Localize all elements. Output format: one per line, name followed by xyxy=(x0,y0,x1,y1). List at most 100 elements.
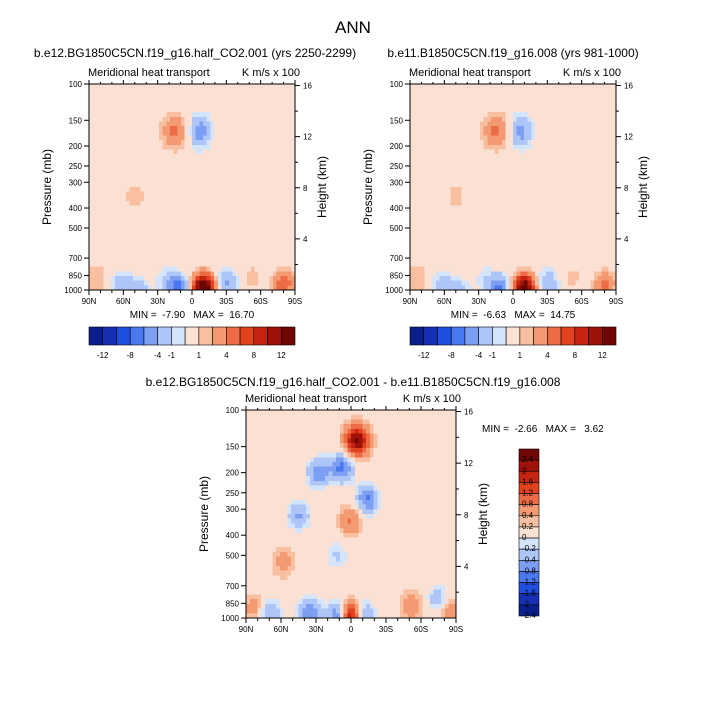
contour-cell xyxy=(228,224,233,230)
contour-cell xyxy=(254,112,259,118)
contour-cell xyxy=(291,144,296,150)
contour-cell xyxy=(203,266,208,272)
contour-cell xyxy=(601,233,606,239)
x-tick-label: 60S xyxy=(254,297,268,306)
contour-cell xyxy=(283,126,289,132)
contour-cell xyxy=(184,172,189,179)
contour-cell xyxy=(568,205,573,211)
contour-cell xyxy=(272,140,278,146)
contour-cell xyxy=(608,205,613,211)
contour-cell xyxy=(195,154,200,160)
contour-cell xyxy=(498,98,503,104)
contour-cell xyxy=(417,224,422,230)
contour-cell xyxy=(549,219,554,225)
contour-cell xyxy=(280,233,285,239)
contour-cell xyxy=(446,121,451,127)
contour-cell xyxy=(549,215,554,221)
contour-cell xyxy=(136,257,141,263)
contour-cell xyxy=(479,93,484,99)
contour-cell xyxy=(192,168,197,174)
contour-cell xyxy=(210,247,215,253)
contour-cell xyxy=(516,98,521,104)
contour-cell xyxy=(247,149,252,155)
contour-cell xyxy=(111,177,116,183)
contour-cell xyxy=(272,187,278,193)
contour-cell xyxy=(413,168,418,174)
contour-cell xyxy=(228,215,233,221)
contour-cell xyxy=(579,88,584,94)
contour-cell xyxy=(546,187,551,193)
contour-cell xyxy=(535,233,540,239)
contour-cell xyxy=(114,130,119,136)
contour-cell xyxy=(457,121,462,127)
contour-cell xyxy=(232,182,237,188)
contour-cell xyxy=(169,247,175,253)
contour-cell xyxy=(428,271,433,277)
contour-cell xyxy=(501,121,507,127)
contour-cell xyxy=(133,168,138,174)
contour-cell xyxy=(579,261,584,267)
contour-cell xyxy=(546,215,551,221)
contour-cell xyxy=(122,163,127,169)
contour-cell xyxy=(125,243,130,249)
contour-cell xyxy=(166,98,171,104)
contour-cell xyxy=(468,257,473,263)
contour-cell xyxy=(136,84,141,90)
contour-cell xyxy=(195,266,200,272)
contour-cell xyxy=(593,126,599,132)
contour-cell xyxy=(247,187,252,193)
contour-cell xyxy=(579,102,584,108)
contour-cell xyxy=(428,130,433,136)
contour-cell xyxy=(103,196,108,202)
contour-cell xyxy=(612,126,617,132)
contour-cell xyxy=(557,229,562,235)
contour-cell xyxy=(557,88,562,94)
contour-cell xyxy=(217,257,222,263)
contour-cell xyxy=(597,177,602,183)
contour-cell xyxy=(531,107,536,113)
contour-cell xyxy=(450,247,455,253)
contour-cell xyxy=(92,88,97,94)
contour-cell xyxy=(166,163,171,169)
contour-cell xyxy=(162,116,167,122)
contour-cell xyxy=(476,210,481,216)
contour-cell xyxy=(468,116,473,122)
contour-cell xyxy=(236,98,241,104)
contour-cell xyxy=(232,229,237,235)
contour-cell xyxy=(258,252,263,258)
contour-cell xyxy=(435,93,440,99)
contour-cell xyxy=(261,177,266,183)
contour-cell xyxy=(487,168,492,174)
contour-cell xyxy=(169,201,175,207)
contour-cell xyxy=(608,224,613,230)
contour-cell xyxy=(177,126,182,132)
contour-cell xyxy=(173,93,178,99)
contour-cell xyxy=(96,149,101,155)
contour-cell xyxy=(501,205,507,211)
contour-cell xyxy=(122,191,127,197)
contour-cell xyxy=(608,84,613,90)
contour-cell xyxy=(557,247,562,253)
contour-cell xyxy=(243,210,248,216)
contour-cell xyxy=(553,280,558,286)
contour-cell xyxy=(203,271,208,277)
contour-cell xyxy=(287,144,292,150)
contour-cell xyxy=(439,280,444,286)
contour-cell xyxy=(140,98,145,104)
contour-cell xyxy=(261,191,266,197)
contour-cell xyxy=(494,191,499,197)
contour-cell xyxy=(568,112,573,118)
contour-cell xyxy=(206,168,211,174)
contour-cell xyxy=(479,116,484,122)
contour-cell xyxy=(465,84,470,90)
contour-cell xyxy=(608,144,613,150)
contour-cell xyxy=(424,88,429,94)
contour-cell xyxy=(177,93,182,99)
contour-cell xyxy=(96,172,101,179)
contour-cell xyxy=(432,187,437,193)
contour-cell xyxy=(287,280,292,286)
contour-cell xyxy=(192,257,197,263)
contour-cell xyxy=(136,172,141,179)
contour-cell xyxy=(96,140,101,146)
contour-cell xyxy=(538,187,543,193)
